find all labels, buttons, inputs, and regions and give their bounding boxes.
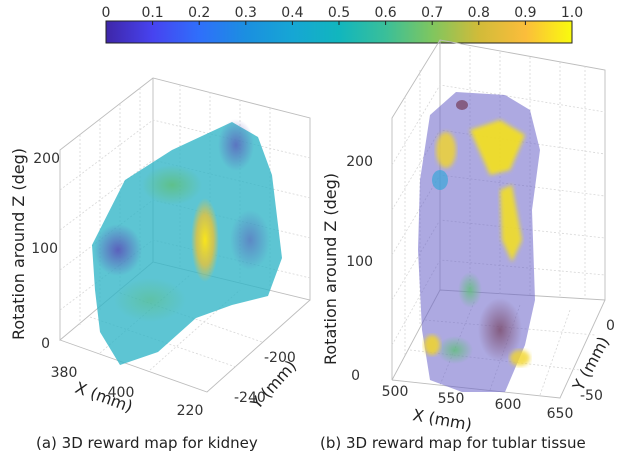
colorbar-tick-label: 0.1	[141, 5, 163, 21]
plot-tubular-ylabel: Y (mm)	[568, 333, 613, 394]
plot-tubular: 200 100 0 500 550 600 650 0 -50 Rotation around …	[320, 39, 615, 452]
plot-kidney-zlabel: Rotation around Z (deg)	[9, 148, 28, 340]
plot-tubular-xtick: 550	[438, 391, 465, 407]
plot-tubular-xtick: 500	[382, 384, 409, 400]
plot-tubular-surface	[418, 92, 540, 392]
colorbar-tick-label: 1.0	[561, 5, 583, 21]
tubular-high-reward-region	[470, 120, 525, 175]
plot-tubular-xlabel: X (mm)	[411, 405, 473, 434]
kidney-high-reward-region	[191, 198, 219, 282]
plot-tubular-ztick: 100	[346, 254, 373, 270]
colorbar-tick-label: 0.9	[514, 5, 536, 21]
plot-tubular-caption: (b) 3D reward map for tublar tissue	[320, 434, 586, 452]
plot-kidney-surface	[92, 119, 282, 365]
plot-kidney-caption: (a) 3D reward map for kidney	[36, 434, 258, 452]
colorbar-tick-label: 0.2	[188, 5, 210, 21]
colorbar-tick-label: 0.8	[468, 5, 490, 21]
colorbar: 0 0.1 0.2 0.3 0.4 0.5 0.6 0.7 0.8 0.9 1.0	[102, 5, 583, 44]
colorbar-tick-label: 0.6	[374, 5, 396, 21]
plot-kidney-ztick: 100	[31, 241, 58, 257]
plot-kidney-xtick: 380	[51, 365, 78, 381]
colorbar-tick-label: 0	[102, 5, 111, 21]
plot-tubular-zlabel: Rotation around Z (deg)	[321, 173, 340, 365]
plot-tubular-xtick: 600	[495, 397, 522, 413]
colorbar-tick-label: 0.3	[235, 5, 257, 21]
plot-tubular-ztick: 200	[346, 154, 373, 170]
plot-kidney-ztick: 200	[33, 151, 60, 167]
plot-kidney-ytick: -200	[264, 350, 296, 366]
colorbar-tick-label: 0.4	[281, 5, 303, 21]
colorbar-ticks: 0 0.1 0.2 0.3 0.4 0.5 0.6 0.7 0.8 0.9 1.0	[102, 5, 583, 25]
plot-kidney-ztick: 0	[41, 336, 50, 352]
plot-kidney-xtick: 400	[108, 385, 135, 401]
kidney-low-reward-region	[94, 224, 142, 276]
colorbar-tick-label: 0.7	[421, 5, 443, 21]
plot-kidney-xtick: 220	[177, 403, 204, 419]
plot-kidney-ytick: -240	[234, 390, 266, 406]
plot-tubular-ticks: 200 100 0 500 550 600 650 0 -50	[346, 154, 615, 422]
plot-tubular-ytick: -50	[580, 388, 603, 404]
plot-tubular-ytick: 0	[606, 318, 615, 334]
plot-tubular-xtick: 650	[547, 406, 574, 422]
plot-kidney-xlabel: X (mm)	[73, 378, 136, 416]
plot-tubular-ztick: 0	[351, 368, 360, 384]
colorbar-tick-label: 0.5	[328, 5, 350, 21]
